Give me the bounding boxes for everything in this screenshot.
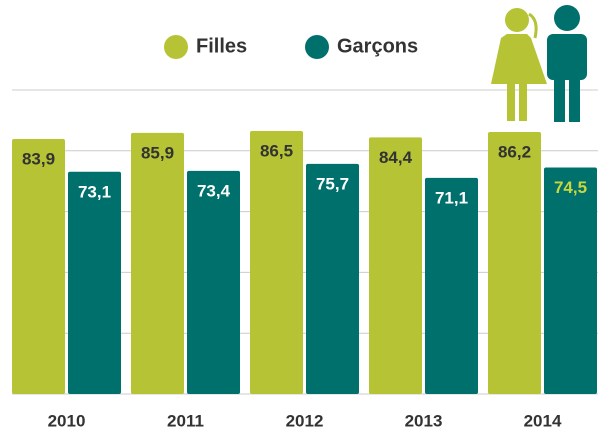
x-tick-label: 2011 [167, 411, 204, 430]
value-label: 71,1 [435, 188, 468, 207]
bar [544, 167, 597, 394]
bar [12, 138, 65, 394]
value-label: 86,5 [260, 142, 293, 161]
bar [250, 131, 303, 395]
x-tick-label: 2013 [405, 411, 443, 430]
legend-label: Garçons [337, 35, 418, 57]
bar [131, 132, 184, 394]
x-tick-label: 2010 [48, 411, 86, 430]
bar [187, 170, 240, 394]
value-label: 73,1 [78, 182, 111, 201]
bar [425, 177, 478, 394]
bar [68, 171, 121, 394]
value-label: 85,9 [141, 143, 174, 162]
x-tick-label: 2012 [286, 411, 324, 430]
legend-swatch [305, 35, 329, 59]
bar [488, 131, 541, 394]
value-label: 74,5 [554, 178, 587, 197]
bar [369, 137, 422, 394]
value-label: 73,4 [197, 181, 231, 200]
value-label: 84,4 [379, 148, 413, 167]
boy-icon [547, 5, 587, 122]
girl-icon [491, 8, 547, 121]
bars: 83,9 73,1 2010 85,9 73,4 2011 86,5 75,7 2012 84,4… [12, 131, 597, 430]
value-label: 83,9 [22, 149, 55, 168]
bar [306, 163, 359, 394]
value-label: 86,2 [498, 142, 531, 161]
x-tick-label: 2014 [524, 411, 562, 430]
legend-swatch [164, 35, 188, 59]
legend-label: Filles [196, 35, 247, 57]
value-label: 75,7 [316, 174, 349, 193]
legend: Filles Garçons [164, 35, 418, 59]
